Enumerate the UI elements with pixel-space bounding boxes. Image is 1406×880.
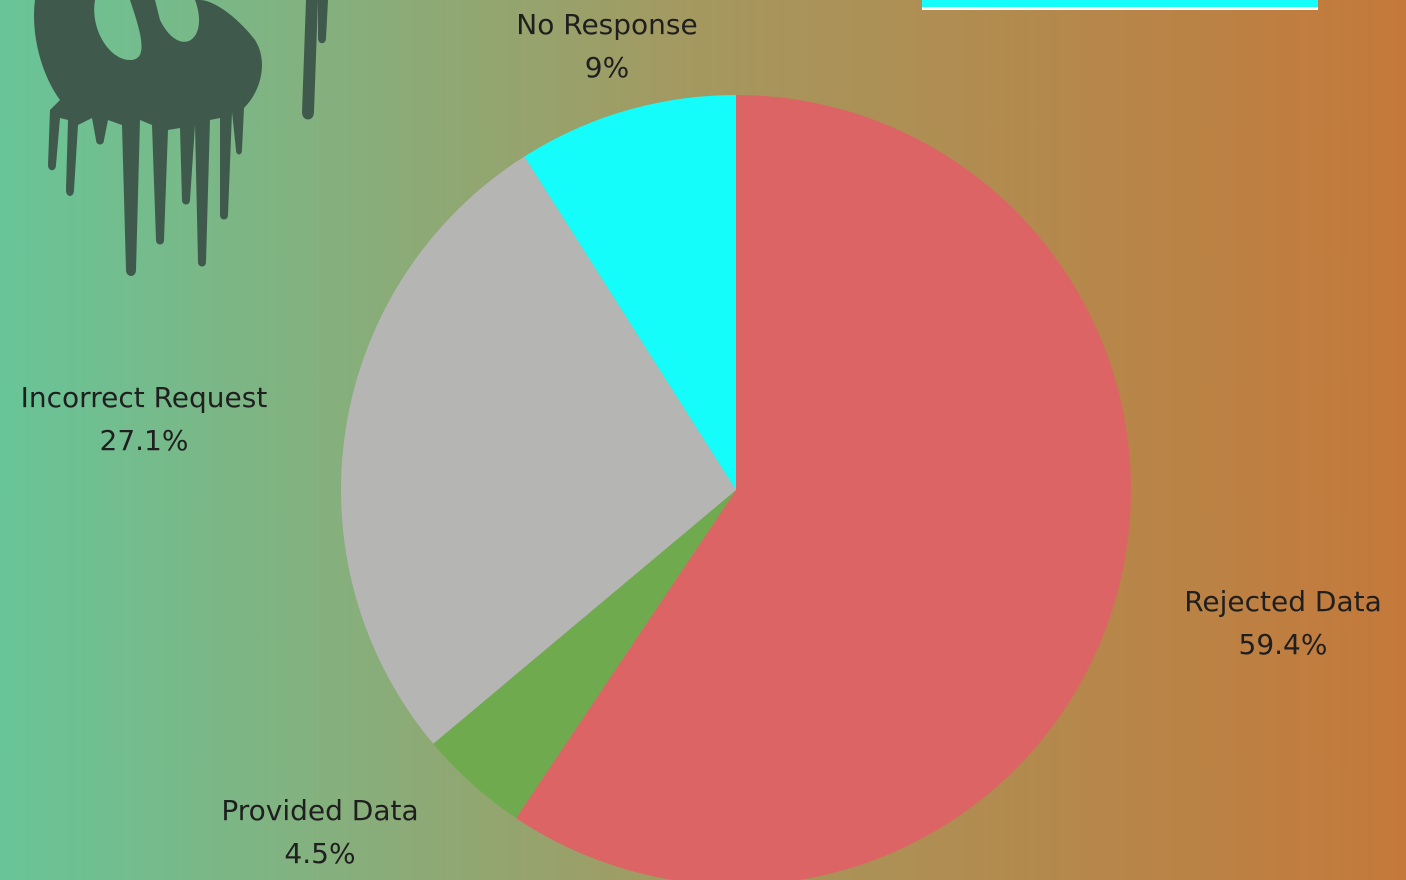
slice-value-label: 4.5%: [284, 837, 355, 870]
slice-label: Incorrect Request: [21, 381, 268, 414]
top-banner: [922, 0, 1318, 10]
slice-label: No Response: [516, 8, 697, 41]
pie: [341, 95, 1131, 880]
page: Rejected Data 59.4% Provided Data 4.5% Incor…: [0, 0, 1406, 880]
slice-value-label: 27.1%: [100, 424, 189, 457]
slice-label: Provided Data: [221, 794, 418, 827]
slice-value-label: 9%: [585, 51, 629, 84]
slice-value-label: 59.4%: [1239, 628, 1328, 661]
chart: Rejected Data 59.4% Provided Data 4.5% Incor…: [0, 0, 1406, 880]
banner-border: [922, 7, 1318, 10]
slice-label: Rejected Data: [1184, 585, 1382, 618]
banner-box: [922, 0, 1318, 8]
